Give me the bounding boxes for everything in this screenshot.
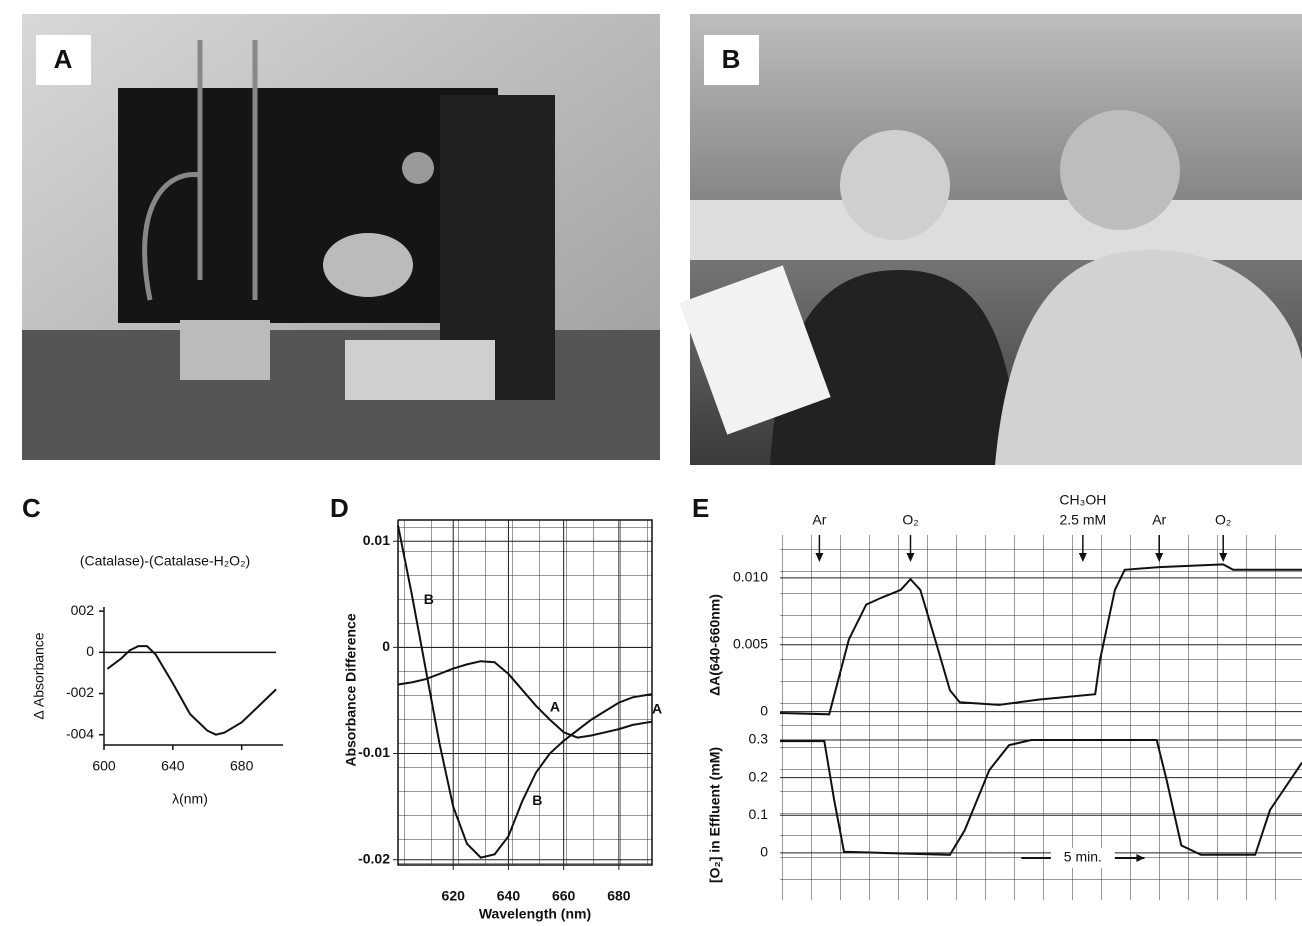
panel-label: A [54,44,73,74]
curve-label: A [652,700,662,716]
event-label: O₂ [1215,512,1231,528]
axis [104,607,283,745]
x-axis-label: Wavelength (nm) [479,906,591,922]
event-label: Ar [812,512,826,528]
data-line [107,646,276,735]
panel-label: B [722,44,741,74]
photo-b: B [679,14,1302,465]
curve-label: B [532,792,542,808]
event-sublabel: 2.5 mM [1060,512,1107,528]
curve-label: A [550,698,560,714]
x-tick-label: 660 [552,888,576,904]
y-tick-label: -0.01 [358,744,390,760]
scale-bar-label: 5 min. [1064,849,1102,865]
event-label: CH₃OH [1059,492,1106,508]
x-tick-label: 640 [497,888,521,904]
panel-label: E [692,493,709,523]
panel-label: D [330,493,349,523]
y-axis-label: Absorbance Difference [343,613,359,766]
y-axis-label: [O₂] in Effluent (mM) [707,747,723,883]
y-tick-label: 0 [760,844,768,860]
y-tick-label: 0.005 [733,635,768,651]
y-tick-label: 0.3 [749,731,769,747]
x-tick-label: 600 [92,758,116,774]
event-label: O₂ [902,512,918,528]
y-axis-label: ΔA(640-660nm) [707,594,723,696]
y-tick-label: 0 [382,638,390,654]
y-tick-label: -0.02 [358,850,390,866]
y-tick-label: -002 [66,684,94,700]
panel-label: C [22,493,41,523]
y-tick-label: 0.2 [749,768,769,784]
event-label: Ar [1152,512,1166,528]
x-tick-label: 620 [442,888,466,904]
x-tick-label: 680 [230,758,254,774]
y-tick-label: 0 [86,643,94,659]
x-tick-label: 640 [161,758,185,774]
y-tick-label: -004 [66,725,94,741]
y-tick-label: 0 [760,702,768,718]
curve-label: B [424,591,434,607]
x-tick-label: 680 [607,888,631,904]
figure: A B C (Catalase)-(Catalase-H₂O₂) λ(nm) Δ Ab… [0,0,1302,926]
y-axis-label: Δ Absorbance [31,632,47,719]
graph-paper [780,535,1302,900]
y-tick-label: 0.010 [733,569,768,585]
chart-title: (Catalase)-(Catalase-H₂O₂) [80,553,250,569]
y-tick-label: 0.1 [749,806,769,822]
y-tick-label: 0.01 [363,532,390,548]
photo-a: A [22,14,660,460]
x-axis-label: λ(nm) [172,791,208,807]
y-tick-label: 002 [71,602,95,618]
